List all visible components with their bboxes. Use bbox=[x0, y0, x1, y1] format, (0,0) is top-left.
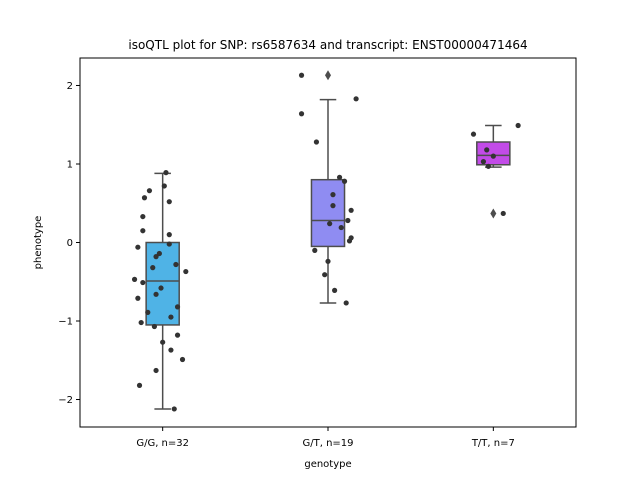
data-point bbox=[141, 195, 148, 201]
y-axis-label: phenotype bbox=[33, 216, 44, 270]
data-point bbox=[168, 347, 174, 353]
data-point bbox=[343, 300, 349, 306]
data-point bbox=[330, 192, 336, 198]
data-point bbox=[313, 139, 320, 145]
data-point bbox=[179, 356, 186, 363]
data-point bbox=[480, 159, 487, 165]
chart-title: isoQTL plot for SNP: rs6587634 and trans… bbox=[128, 38, 527, 52]
data-point bbox=[332, 287, 338, 293]
data-point bbox=[168, 314, 174, 320]
data-point bbox=[336, 174, 343, 180]
data-point bbox=[153, 291, 159, 297]
data-point bbox=[515, 122, 521, 129]
data-point bbox=[146, 188, 153, 194]
data-point bbox=[150, 265, 156, 271]
data-point bbox=[136, 382, 143, 388]
y-tick-label: 2 bbox=[67, 81, 73, 92]
data-point bbox=[338, 224, 344, 231]
data-point bbox=[166, 199, 172, 205]
data-point bbox=[484, 147, 490, 153]
data-point bbox=[153, 254, 159, 260]
data-point bbox=[140, 228, 146, 234]
data-point bbox=[490, 153, 496, 159]
x-axis: G/G, n=32 G/T, n=19 T/T, n=7 bbox=[136, 427, 515, 449]
data-point bbox=[183, 268, 189, 275]
x-tick-label: T/T, n=7 bbox=[471, 438, 515, 449]
data-point bbox=[163, 170, 169, 176]
y-tick-label: 1 bbox=[67, 159, 73, 170]
y-axis: −2 −1 0 1 2 bbox=[58, 81, 80, 406]
x-tick-label: G/G, n=32 bbox=[136, 438, 189, 449]
box bbox=[145, 241, 180, 326]
y-tick-label: −1 bbox=[58, 317, 73, 328]
data-point bbox=[330, 203, 336, 209]
data-point bbox=[470, 131, 477, 137]
x-tick-label: G/T, n=19 bbox=[302, 438, 353, 449]
data-point bbox=[312, 247, 318, 253]
data-point bbox=[135, 244, 141, 250]
data-point bbox=[325, 258, 331, 264]
data-point bbox=[348, 207, 354, 213]
outlier-marker bbox=[325, 70, 331, 81]
box bbox=[310, 178, 346, 248]
data-point bbox=[151, 323, 157, 330]
data-point bbox=[346, 238, 353, 244]
data-point bbox=[138, 319, 144, 326]
data-point bbox=[140, 279, 146, 286]
data-point bbox=[145, 309, 151, 315]
data-point bbox=[298, 111, 305, 117]
data-point bbox=[140, 213, 146, 220]
y-tick-label: 0 bbox=[67, 238, 73, 249]
data-point bbox=[158, 285, 164, 291]
plot-area bbox=[131, 70, 521, 412]
data-point bbox=[153, 367, 159, 374]
data-point bbox=[160, 339, 166, 345]
data-point bbox=[500, 210, 506, 217]
x-axis-label: genotype bbox=[304, 459, 351, 470]
data-point bbox=[166, 241, 172, 247]
data-point bbox=[345, 217, 351, 224]
data-point bbox=[322, 272, 328, 278]
data-point bbox=[161, 183, 167, 189]
data-point bbox=[341, 178, 348, 184]
box bbox=[476, 141, 511, 166]
y-tick-label: −2 bbox=[58, 395, 73, 406]
data-point bbox=[485, 163, 491, 169]
data-point bbox=[156, 250, 162, 257]
data-point bbox=[135, 295, 141, 301]
data-point bbox=[174, 332, 181, 338]
data-point bbox=[173, 261, 179, 268]
outlier-marker bbox=[490, 208, 497, 219]
data-point bbox=[166, 232, 172, 238]
data-point bbox=[298, 72, 305, 78]
data-point bbox=[174, 304, 181, 310]
data-point bbox=[327, 221, 333, 227]
data-point bbox=[131, 276, 138, 282]
data-point bbox=[353, 96, 359, 102]
data-point bbox=[171, 406, 177, 412]
